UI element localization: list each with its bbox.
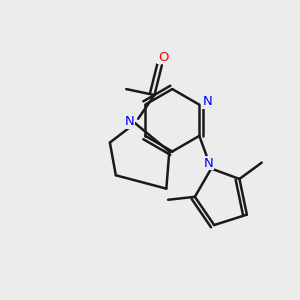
- Text: N: N: [203, 95, 212, 108]
- Text: O: O: [158, 51, 169, 64]
- Text: N: N: [124, 115, 134, 128]
- Text: N: N: [203, 157, 213, 170]
